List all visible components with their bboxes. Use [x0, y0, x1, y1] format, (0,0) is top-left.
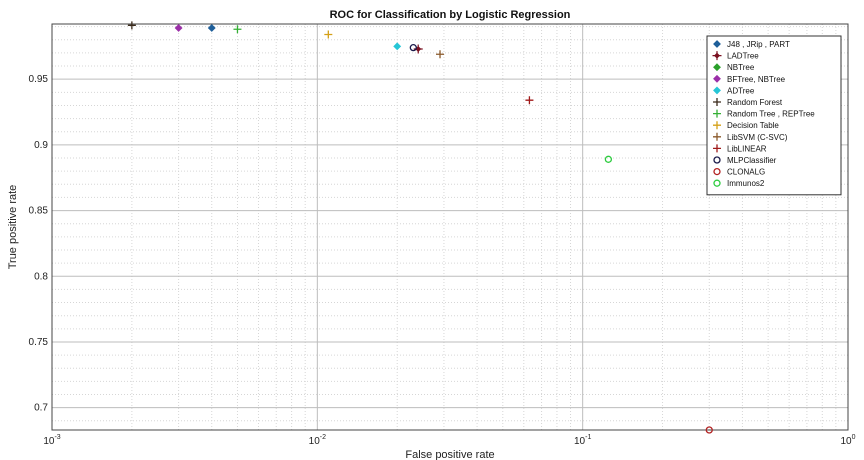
legend-marker	[713, 40, 721, 48]
legend-marker	[713, 156, 721, 164]
data-point	[409, 44, 417, 52]
legend-box	[706, 35, 842, 196]
x-tick-label: 10-1	[574, 434, 591, 447]
legend-entry-label: LibSVM (C-SVC)	[727, 133, 788, 142]
x-tick-label: 10-2	[309, 434, 326, 447]
legend-entry-label: Random Forest	[727, 98, 783, 107]
data-point	[705, 426, 713, 434]
data-point	[127, 21, 136, 30]
data-point	[436, 50, 445, 59]
data-point	[393, 42, 402, 51]
y-tick-label: 0.75	[29, 337, 49, 348]
legend-entry-label: BFTree, NBTree	[727, 75, 786, 84]
legend-marker	[713, 179, 721, 187]
legend-marker	[713, 144, 721, 153]
legend-entry-label: Random Tree , REPTree	[727, 110, 815, 119]
y-tick-label: 0.9	[34, 140, 48, 151]
legend-entry-label: J48 , JRip , PART	[727, 40, 790, 49]
legend-marker	[713, 121, 721, 130]
legend-marker	[713, 86, 721, 95]
plot-frame	[51, 23, 849, 431]
legend-entry-label: ADTree	[727, 86, 755, 95]
data-point	[233, 25, 242, 34]
y-tick-label: 0.7	[34, 403, 48, 414]
y-tick-label: 0.95	[29, 74, 49, 85]
legend-entry-label: LADTree	[727, 52, 759, 61]
axis-ticks: 10-3 10-2 10-1 100 0.7 0.75 0.8 0.85 0.9 0.95	[29, 74, 856, 447]
x-axis-label: False positive rate	[405, 449, 494, 460]
legend-entry-label: MLPClassifier	[727, 156, 777, 165]
y-axis-label: True positive rate	[7, 185, 19, 270]
x-tick-label: 10-3	[43, 434, 60, 447]
legend-entry-label: CLONALG	[727, 168, 765, 177]
legend-entry-label: NBTree	[727, 63, 755, 72]
data-point	[207, 24, 216, 32]
y-tick-label: 0.8	[34, 271, 48, 282]
legend-marker	[713, 74, 721, 83]
legend-entry-label: LibLINEAR	[727, 144, 767, 153]
legend-marker	[713, 167, 721, 176]
data-point	[324, 30, 333, 39]
legend-entry-label: Decision Table	[727, 121, 779, 130]
data-point	[174, 24, 183, 32]
legend-marker	[713, 63, 721, 72]
y-tick-label: 0.85	[29, 206, 49, 217]
legend-marker	[712, 51, 722, 61]
legend-marker	[713, 109, 721, 118]
data-points	[127, 21, 713, 434]
chart-title: ROC for Classification by Logistic Regre…	[330, 9, 571, 21]
x-tick-label: 100	[840, 434, 855, 447]
legend-marker	[713, 132, 721, 141]
legend-entry-label: Immunos2	[727, 179, 765, 188]
legend: J48 , JRip , PART LADTree NBTree BFTree, NB…	[706, 35, 842, 196]
data-point	[604, 155, 613, 163]
legend-marker	[713, 98, 721, 106]
data-point	[525, 96, 534, 105]
